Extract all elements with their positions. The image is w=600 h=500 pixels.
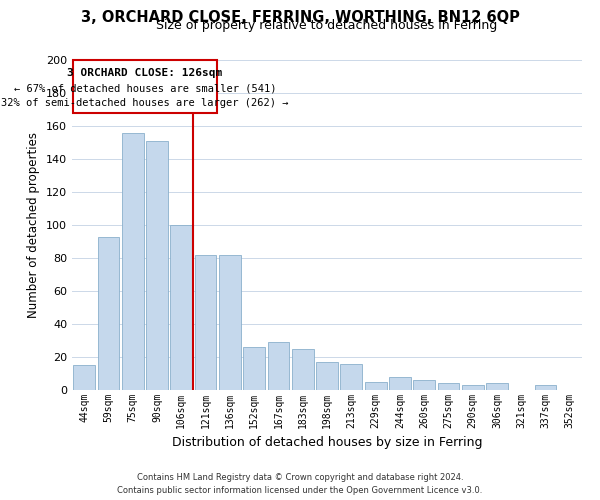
Text: ← 67% of detached houses are smaller (541): ← 67% of detached houses are smaller (54… — [14, 83, 276, 93]
Bar — [535, 385, 556, 390]
X-axis label: Distribution of detached houses by size in Ferring: Distribution of detached houses by size … — [172, 436, 482, 450]
Bar — [462, 385, 484, 390]
Bar — [486, 384, 508, 390]
Bar — [365, 382, 386, 390]
Text: Contains HM Land Registry data © Crown copyright and database right 2024.
Contai: Contains HM Land Registry data © Crown c… — [118, 474, 482, 495]
Bar — [268, 342, 289, 390]
Bar — [170, 225, 192, 390]
Bar — [219, 254, 241, 390]
Bar — [243, 347, 265, 390]
Bar — [146, 141, 168, 390]
Bar — [122, 132, 143, 390]
Bar — [437, 384, 460, 390]
Bar — [194, 254, 217, 390]
Bar — [292, 349, 314, 390]
Text: 3 ORCHARD CLOSE: 126sqm: 3 ORCHARD CLOSE: 126sqm — [67, 68, 223, 78]
Text: 3, ORCHARD CLOSE, FERRING, WORTHING, BN12 6QP: 3, ORCHARD CLOSE, FERRING, WORTHING, BN1… — [80, 10, 520, 25]
Bar — [389, 377, 411, 390]
Bar — [316, 362, 338, 390]
Title: Size of property relative to detached houses in Ferring: Size of property relative to detached ho… — [157, 20, 497, 32]
Text: 32% of semi-detached houses are larger (262) →: 32% of semi-detached houses are larger (… — [1, 98, 289, 108]
Y-axis label: Number of detached properties: Number of detached properties — [28, 132, 40, 318]
Bar — [73, 365, 95, 390]
Bar — [340, 364, 362, 390]
Bar — [73, 60, 217, 113]
Bar — [97, 236, 119, 390]
Bar — [413, 380, 435, 390]
